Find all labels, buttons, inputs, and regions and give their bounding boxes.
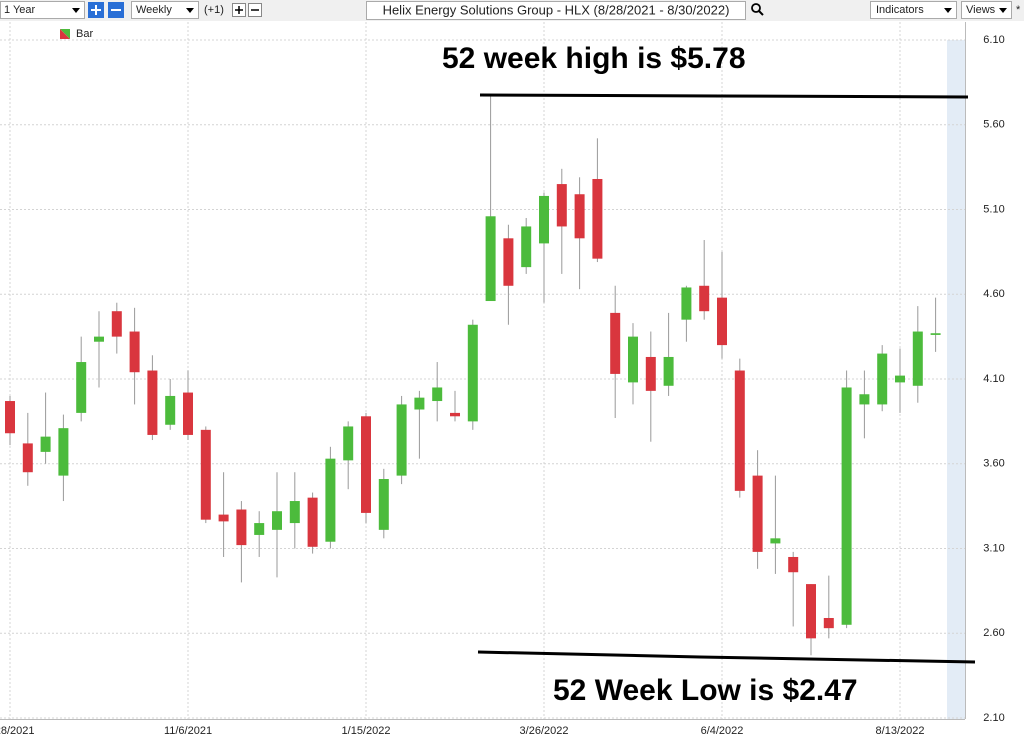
- indicators-select[interactable]: [870, 1, 957, 19]
- low-line: [477, 650, 976, 664]
- candle-body: [396, 404, 407, 476]
- candle-body: [592, 178, 603, 259]
- y-tick-label: 5.60: [983, 119, 1004, 131]
- candle-body: [111, 311, 122, 337]
- candle-body: [628, 336, 638, 383]
- y-tick-label: 3.60: [983, 458, 1004, 470]
- candle-body: [236, 509, 247, 546]
- range-text: 1 Year: [4, 4, 36, 16]
- candle-body: [147, 370, 158, 435]
- candle-body: [859, 394, 870, 405]
- candle-body: [912, 331, 923, 386]
- grid: [0, 22, 965, 719]
- candle-body: [218, 514, 229, 522]
- candle-body: [40, 436, 51, 452]
- views-select[interactable]: [961, 1, 1012, 19]
- candle-body: [717, 297, 727, 346]
- candle-body: [467, 324, 478, 422]
- candle-body: [645, 356, 656, 391]
- candle-body: [450, 412, 460, 417]
- candle-body: [930, 333, 941, 335]
- candle-body: [76, 362, 87, 413]
- candle-body: [770, 538, 781, 544]
- candle-body: [325, 458, 336, 542]
- x-tick-label: 8/28/2021: [0, 725, 34, 737]
- legend-icon-down: [60, 29, 70, 39]
- x-tick-label: 1/15/2022: [342, 725, 391, 737]
- candle-body: [752, 475, 763, 552]
- candle-body: [485, 216, 496, 302]
- candle-body: [574, 194, 585, 239]
- plot-area: [0, 22, 965, 719]
- annotation-high: 52 week high is $5.78: [442, 42, 746, 75]
- plus-icon: [91, 5, 101, 15]
- candle-body: [343, 426, 354, 461]
- y-tick-label: 4.60: [983, 288, 1004, 300]
- dropdown-arrow: [186, 8, 194, 13]
- candle-body: [94, 336, 104, 342]
- candle-body: [806, 584, 816, 639]
- candle-body: [734, 370, 745, 491]
- offset-text: (+1): [204, 4, 224, 16]
- y-tick-label: 5.10: [983, 203, 1004, 215]
- candle-body: [663, 356, 674, 386]
- candle-body: [289, 501, 300, 524]
- candle-body: [58, 428, 69, 476]
- y-tick-label: 2.10: [983, 712, 1004, 724]
- candle-body: [272, 511, 282, 530]
- candle-body: [841, 387, 852, 625]
- candle-body: [200, 429, 211, 520]
- candle-body: [681, 287, 692, 320]
- y-tick-label: 4.10: [983, 373, 1004, 385]
- candle-body: [432, 387, 443, 402]
- candle-body: [5, 401, 15, 434]
- x-tick-label: 8/13/2022: [876, 725, 925, 737]
- candle-body: [254, 523, 265, 535]
- candle-body: [361, 416, 371, 513]
- candle-body: [556, 184, 567, 227]
- candle-body: [699, 285, 710, 312]
- candle-body: [165, 395, 176, 425]
- candle-body: [129, 331, 140, 373]
- dropdown-arrow: [999, 8, 1007, 13]
- annotation-low: 52 Week Low is $2.47: [553, 674, 858, 707]
- dropdown-arrow: [72, 8, 80, 13]
- interval-select[interactable]: [131, 1, 199, 19]
- x-tick-label: 6/4/2022: [701, 725, 744, 737]
- candle-body: [539, 195, 549, 244]
- x-tick-label: 11/6/2021: [164, 725, 212, 737]
- candle-body: [414, 397, 425, 410]
- indicators-text: Indicators: [876, 4, 924, 16]
- y-tick-label: 6.10: [983, 34, 1004, 46]
- candle-body: [877, 353, 888, 405]
- chart-title: Helix Energy Solutions Group - HLX (8/28…: [383, 2, 730, 17]
- interval-text: Weekly: [136, 4, 172, 16]
- star-text: *: [1016, 4, 1021, 16]
- candle-body: [895, 375, 905, 383]
- search-icon-handle: [758, 10, 764, 16]
- x-tick-label: 3/26/2022: [520, 725, 569, 737]
- range-select[interactable]: [0, 1, 85, 19]
- candle-body: [610, 312, 621, 374]
- candle-body: [823, 617, 834, 629]
- candle-body: [378, 479, 389, 530]
- candle-body: [307, 497, 318, 547]
- symbol-box[interactable]: [366, 1, 746, 20]
- high-line: [479, 93, 969, 99]
- candle-body: [22, 443, 33, 473]
- candle-body: [521, 226, 532, 268]
- search-icon[interactable]: [751, 3, 761, 13]
- plus-icon: [235, 6, 243, 14]
- legend-label: Bar: [76, 28, 93, 40]
- dropdown-arrow: [944, 8, 952, 13]
- candles: [5, 94, 941, 656]
- views-text: Views: [966, 4, 996, 16]
- y-tick-label: 3.10: [983, 542, 1004, 554]
- candle-body: [788, 556, 799, 573]
- y-tick-label: 2.60: [983, 627, 1004, 639]
- candle-body: [183, 392, 193, 435]
- candle-body: [503, 238, 514, 286]
